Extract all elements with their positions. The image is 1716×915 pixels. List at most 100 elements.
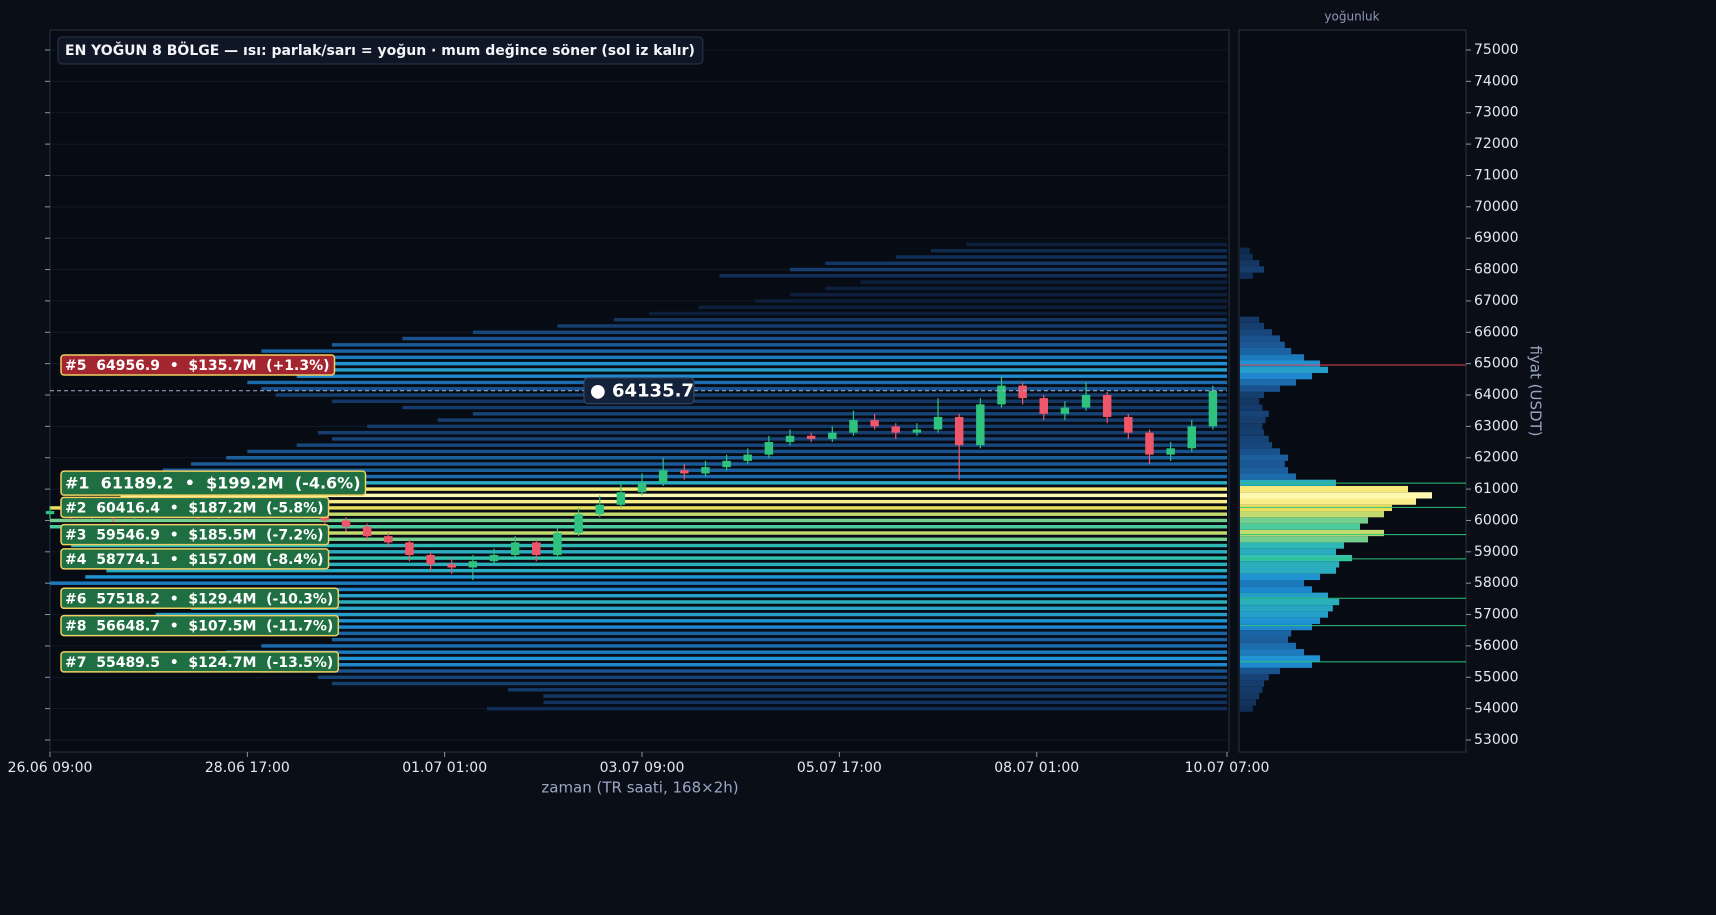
profile-bar (1240, 586, 1312, 593)
profile-bar (1240, 504, 1392, 512)
y-tick-label: 54000 (1474, 701, 1519, 717)
zone-box (60, 496, 330, 519)
profile-bar (1240, 686, 1263, 693)
y-tick-label: 73000 (1474, 105, 1519, 121)
x-tick-label: 10.07 07:00 (1185, 760, 1270, 776)
zone-text: #8 56648.7 • $107.5M (-11.7%) (65, 619, 333, 635)
x-tick-label: 28.06 17:00 (205, 760, 290, 776)
heat-line (64, 537, 1227, 541)
heat-line (825, 286, 1227, 291)
heat-line (64, 562, 1227, 567)
y-tick-label: 75000 (1474, 42, 1519, 58)
heat-line (331, 637, 1228, 642)
profile-bar (1240, 329, 1272, 336)
heat-line (472, 412, 1227, 416)
heat-line (966, 242, 1227, 247)
current-price-label: ● 64135.7 (590, 381, 694, 402)
profile-bar (1240, 366, 1328, 374)
candle-body (553, 533, 562, 555)
y-tick-label: 71000 (1474, 167, 1519, 183)
profile-bar (1240, 667, 1280, 675)
profile-bar (1240, 623, 1312, 631)
zone-box (60, 470, 367, 496)
candle-body (870, 420, 879, 427)
heat-line (64, 512, 1227, 516)
candle-body (510, 542, 520, 555)
candle-body (976, 404, 985, 446)
candle-body (806, 435, 816, 439)
profile-bar (1240, 485, 1408, 493)
zone-box (60, 651, 340, 673)
profile-bar (1240, 517, 1368, 524)
heat-line (296, 374, 1227, 378)
profile-bar (1240, 335, 1280, 342)
profile-bar (1240, 316, 1260, 323)
candle-body (828, 432, 837, 439)
heat-line (205, 355, 1227, 360)
heat-line (78, 531, 1227, 535)
heat-line (190, 663, 1227, 667)
profile-bar (1240, 410, 1269, 417)
y-tick-label: 59000 (1474, 544, 1519, 560)
y-tick-label: 65000 (1474, 356, 1519, 372)
candle-body (426, 554, 435, 565)
heat-line (557, 324, 1227, 328)
y-tick-label: 55000 (1474, 669, 1519, 685)
heat-line (367, 424, 1227, 429)
profile-bar (1240, 523, 1360, 530)
heat-line (825, 261, 1227, 265)
x-tick-label: 01.07 01:00 (402, 760, 487, 776)
candle-body (384, 536, 393, 543)
profile-bar (1240, 373, 1312, 380)
zone-text: #5 64956.9 • $135.7M (+1.3%) (65, 358, 330, 374)
heat-line (754, 299, 1227, 303)
profile-bar (1240, 561, 1340, 568)
profile-bar (1240, 435, 1269, 443)
candle-body (362, 526, 372, 537)
candle-body (891, 426, 900, 433)
candle-body (1124, 416, 1133, 433)
y-tick-label: 66000 (1474, 324, 1519, 340)
heat-line (155, 656, 1228, 661)
heat-line (247, 380, 1228, 385)
heat-line (331, 399, 1228, 403)
zone-text: #4 58774.1 • $157.0M (-8.4%) (65, 552, 324, 568)
profile-bar (1240, 542, 1344, 549)
candle-body (616, 492, 626, 505)
profile-bar (1240, 554, 1352, 562)
candle-body (1060, 407, 1070, 414)
heat-line (155, 368, 1228, 372)
x-tick-label: 08.07 01:00 (994, 760, 1079, 776)
profile-bar (1240, 454, 1288, 461)
profile-bar (1240, 536, 1368, 543)
heat-line (261, 644, 1227, 648)
heat-line (930, 249, 1227, 253)
profile-bar (1240, 404, 1263, 411)
candle-body (764, 442, 774, 455)
profile-bar (1240, 360, 1320, 367)
heat-line (331, 681, 1228, 686)
heat-line (50, 506, 1227, 510)
heat-line (486, 706, 1227, 711)
heat-line (296, 631, 1227, 636)
profile-bar (1240, 266, 1264, 273)
zone-text: #7 55489.5 • $124.7M (-13.5%) (65, 655, 333, 671)
y-tick-label: 68000 (1474, 262, 1519, 278)
y-axis-label: fiyat (USDT) (1527, 345, 1545, 436)
y-tick-label: 69000 (1474, 230, 1519, 246)
y-tick-label: 53000 (1474, 732, 1519, 748)
profile-bar (1240, 391, 1264, 399)
heat-line (85, 556, 1228, 560)
profile-bar (1240, 649, 1304, 656)
profile-bar (1240, 385, 1280, 392)
heat-line (190, 594, 1227, 598)
candle-body (595, 504, 604, 515)
profile-bar (1240, 636, 1288, 643)
heat-line (247, 449, 1228, 454)
x-tick-label: 03.07 09:00 (600, 760, 685, 776)
profile-bar (1240, 247, 1250, 254)
profile-bar (1240, 341, 1285, 348)
candle-body (722, 460, 731, 468)
zone-text: #3 59546.9 • $185.5M (-7.2%) (65, 528, 324, 544)
candle-body (468, 561, 478, 568)
